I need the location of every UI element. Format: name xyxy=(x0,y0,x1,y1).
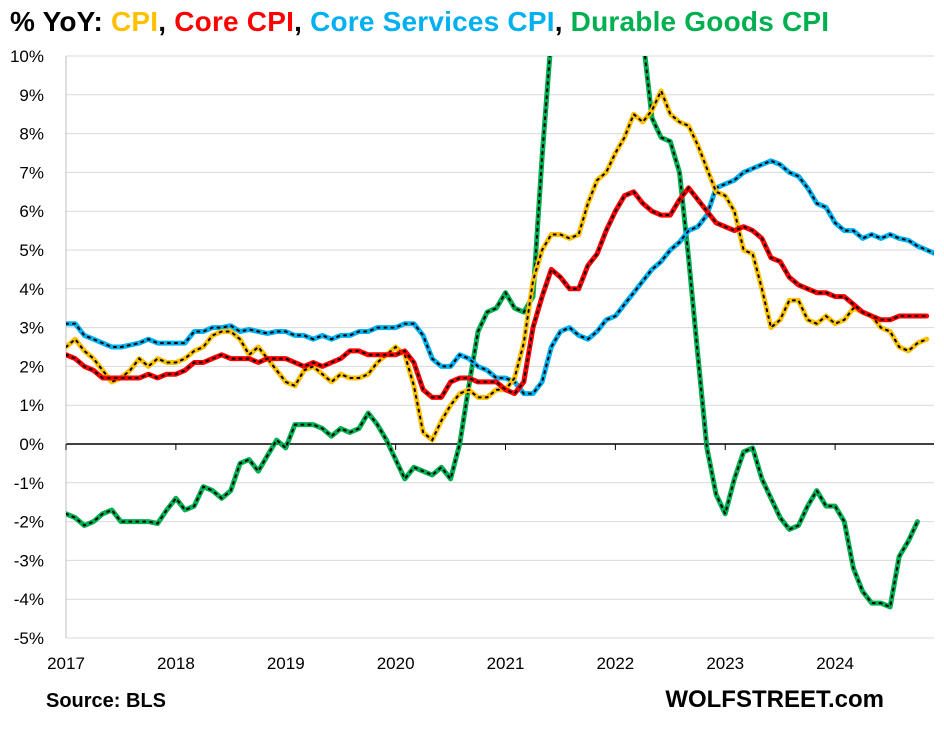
y-tick-label: 7% xyxy=(19,163,44,182)
title-part-durable-goods-cpi: Durable Goods CPI xyxy=(570,6,830,37)
grid-lines xyxy=(66,55,934,639)
title-separator: , xyxy=(294,6,311,37)
y-tick-label: 3% xyxy=(19,319,44,338)
y-tick-label: 6% xyxy=(19,202,44,221)
y-tick-label: 4% xyxy=(19,280,44,299)
y-tick-label: -4% xyxy=(14,590,44,609)
title-part-core-services-cpi: Core Services CPI xyxy=(310,6,555,37)
title-separator: , xyxy=(554,6,571,37)
series-dots-cpi xyxy=(66,88,928,442)
y-tick-label: 8% xyxy=(19,125,44,144)
x-tick-label: 2022 xyxy=(596,654,634,673)
title-prefix: % YoY: xyxy=(10,6,111,37)
axes xyxy=(65,56,934,638)
y-tick-label: 10% xyxy=(10,47,44,66)
y-tick-label: 2% xyxy=(19,357,44,376)
series-dots-durable-goods-cpi xyxy=(66,56,919,609)
brand-watermark: WOLFSTREET.com xyxy=(665,686,884,713)
x-tick-label: 2017 xyxy=(47,654,85,673)
y-tick-label: -2% xyxy=(14,513,44,532)
x-tick-label: 2019 xyxy=(267,654,305,673)
y-tick-label: -3% xyxy=(14,551,44,570)
y-tick-label: -5% xyxy=(14,629,44,648)
x-tick-label: 2020 xyxy=(377,654,415,673)
title-separator: , xyxy=(158,6,175,37)
source-note: Source: BLS xyxy=(46,690,167,712)
series-line-core-services-cpi xyxy=(66,158,934,397)
series-line-cpi xyxy=(66,88,930,443)
x-tick-label: 2024 xyxy=(816,654,854,673)
y-tick-label: -1% xyxy=(14,474,44,493)
y-tick-label: 1% xyxy=(19,396,44,415)
tick-labels: 10%9%8%7%6%5%4%3%2%1%0%-1%-2%-3%-4%-5%20… xyxy=(10,47,854,673)
x-tick-label: 2018 xyxy=(157,654,195,673)
series-lines xyxy=(66,56,934,610)
title-part-core-cpi: Core CPI xyxy=(174,6,295,37)
y-tick-label: 5% xyxy=(19,241,44,260)
y-tick-label: 9% xyxy=(19,86,44,105)
x-tick-label: 2023 xyxy=(706,654,744,673)
x-tick-label: 2021 xyxy=(487,654,525,673)
chart-title: % YoY: CPI, Core CPI, Core Services CPI,… xyxy=(10,6,829,38)
series-dots-core-cpi xyxy=(66,186,928,399)
title-part-cpi: CPI xyxy=(110,6,159,37)
y-tick-label: 0% xyxy=(19,435,44,454)
